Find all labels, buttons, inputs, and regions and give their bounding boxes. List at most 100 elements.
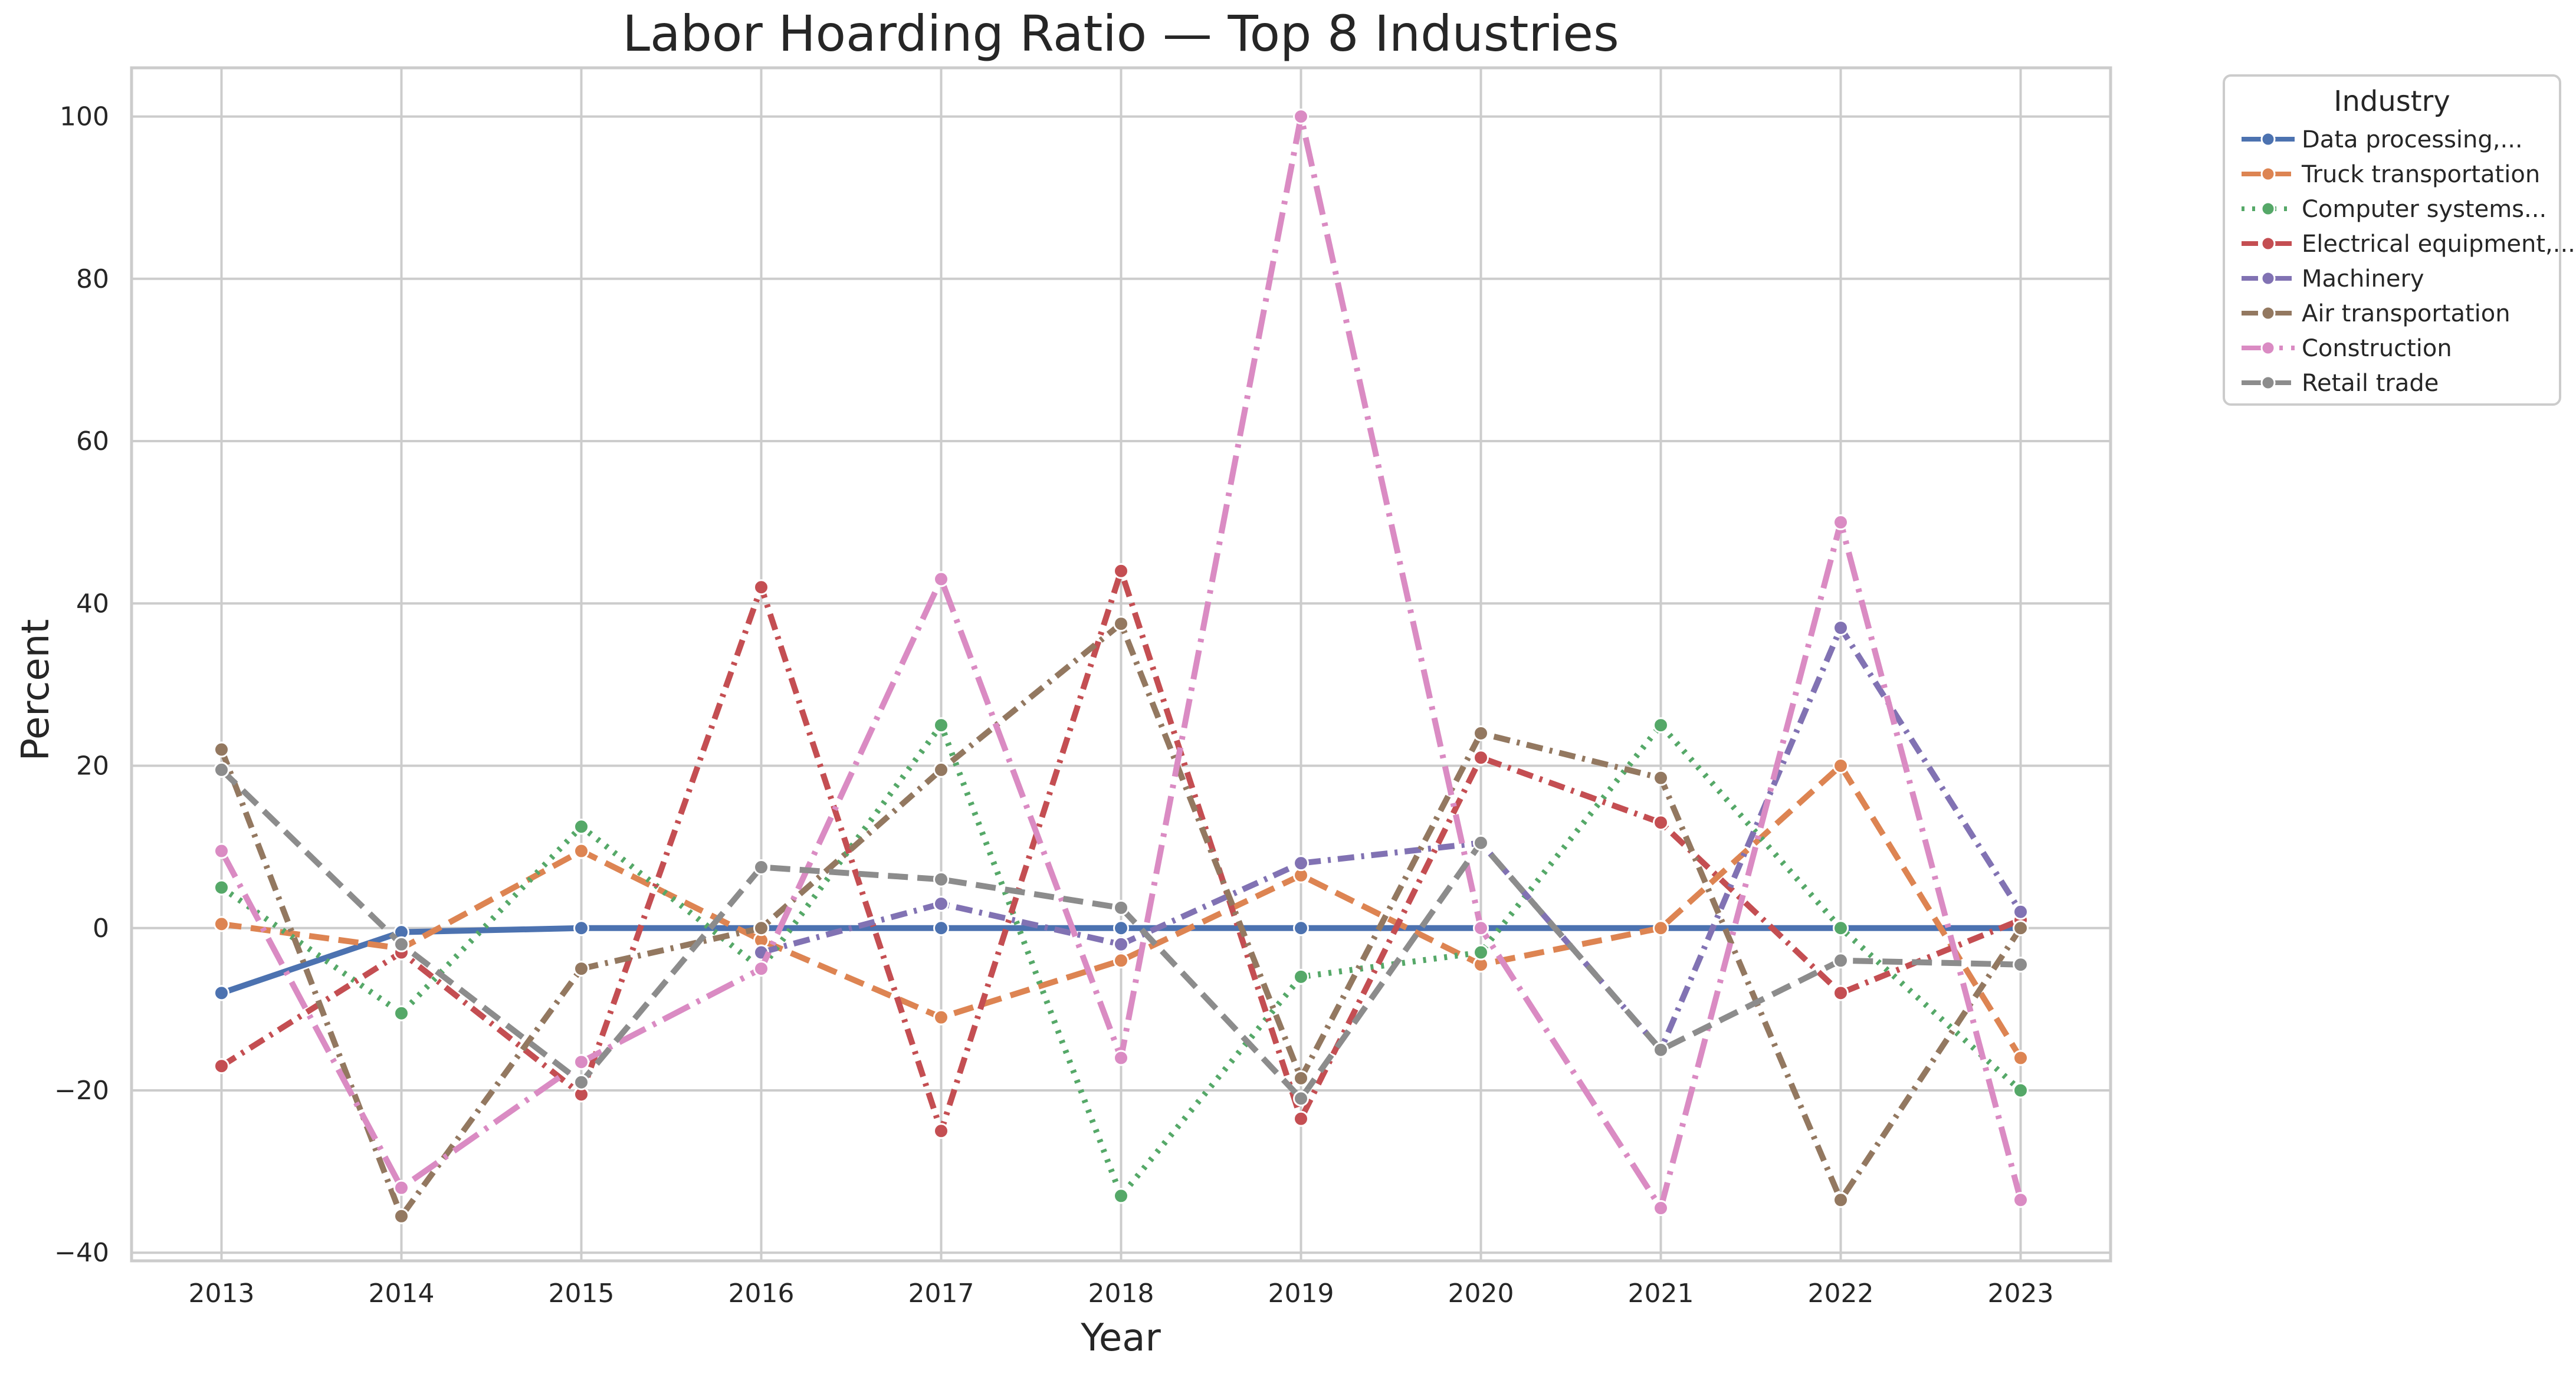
legend-item: Truck transportation [2242, 161, 2540, 188]
data-point [1833, 620, 1849, 636]
data-point [214, 985, 229, 1001]
data-point [1653, 814, 1669, 831]
y-tick-label: 0 [93, 913, 109, 944]
data-point [1293, 1070, 1309, 1086]
data-point [933, 920, 949, 936]
y-tick-label: 20 [76, 751, 109, 781]
legend-item: Computer systems... [2242, 196, 2547, 223]
data-point [214, 761, 229, 778]
data-point [933, 871, 949, 888]
series-line [221, 763, 2023, 1060]
data-point [2013, 1192, 2029, 1208]
data-point [933, 1123, 949, 1139]
data-point [933, 895, 949, 912]
x-axis-label: Year [1080, 1316, 1161, 1360]
data-point [1293, 1110, 1309, 1127]
legend-label: Air transportation [2302, 300, 2511, 327]
y-axis-label: Percent [14, 619, 58, 761]
data-point [1293, 855, 1309, 872]
data-point [214, 741, 229, 758]
data-point [1113, 899, 1129, 916]
data-point [1113, 920, 1129, 936]
legend-marker [2260, 305, 2276, 321]
data-point [393, 1005, 409, 1021]
data-point [1473, 834, 1489, 851]
legend-label: Computer systems... [2302, 196, 2547, 223]
data-point [573, 1074, 589, 1090]
legend-label: Retail trade [2302, 370, 2439, 397]
data-point [214, 1058, 229, 1074]
x-tick-label: 2016 [729, 1279, 795, 1309]
data-point [1473, 750, 1489, 766]
x-tick-label: 2023 [1988, 1279, 2054, 1309]
data-point [753, 579, 769, 596]
data-point [1653, 770, 1669, 786]
data-point [933, 571, 949, 587]
legend-title: Industry [2334, 85, 2450, 118]
legend-marker [2260, 236, 2276, 251]
data-point [753, 920, 769, 936]
data-point [214, 843, 229, 859]
x-tick-label: 2022 [1808, 1279, 1874, 1309]
legend-item: Construction [2242, 335, 2452, 362]
x-tick-label: 2018 [1088, 1279, 1154, 1309]
data-point [393, 936, 409, 952]
legend-marker [2260, 271, 2276, 286]
legend-marker [2260, 201, 2276, 216]
data-point [214, 916, 229, 932]
data-point [2013, 1082, 2029, 1099]
data-point [753, 859, 769, 876]
legend-label: Construction [2302, 335, 2452, 362]
legend-item: Retail trade [2242, 370, 2439, 397]
data-point [1293, 109, 1309, 125]
data-point [573, 1054, 589, 1070]
legend: Industry Data processing,... Truck transp… [2223, 74, 2575, 406]
data-point [1833, 514, 1849, 531]
data-point [1473, 920, 1489, 936]
series-line [219, 767, 2021, 1102]
x-tick-label: 2017 [908, 1279, 974, 1309]
legend-marker [2260, 132, 2276, 147]
series-6 [214, 109, 2029, 1217]
data-point [393, 1179, 409, 1196]
series-3 [214, 563, 2029, 1139]
y-tick-label: −40 [54, 1238, 109, 1268]
legend-marker [2260, 375, 2276, 390]
series-line [760, 625, 2023, 1053]
data-point [933, 761, 949, 778]
data-point [573, 819, 589, 835]
data-point [1293, 920, 1309, 936]
series-7 [214, 761, 2029, 1107]
data-point [1833, 758, 1849, 774]
data-point [2013, 1050, 2029, 1066]
x-tick-label: 2019 [1268, 1279, 1334, 1309]
data-point [753, 961, 769, 977]
legend-label: Truck transportation [2301, 161, 2540, 188]
data-point [1653, 717, 1669, 734]
data-point [2013, 957, 2029, 973]
data-point [1113, 563, 1129, 579]
data-point [1113, 1188, 1129, 1204]
data-point [933, 717, 949, 734]
y-tick-label: −20 [54, 1076, 109, 1106]
x-tick-label: 2020 [1448, 1279, 1514, 1309]
series-5 [214, 616, 2029, 1224]
data-point [933, 1009, 949, 1026]
x-tick-label: 2014 [369, 1279, 435, 1309]
y-tick-label: 60 [76, 426, 109, 456]
data-point [1833, 1192, 1849, 1208]
data-point [573, 843, 589, 859]
data-point [1113, 936, 1129, 952]
legend-label: Electrical equipment,... [2302, 231, 2575, 258]
data-point [1113, 952, 1129, 969]
data-point [1653, 1200, 1669, 1217]
legend-marker [2260, 340, 2276, 356]
data-point [573, 920, 589, 936]
data-point [1293, 1090, 1309, 1107]
legend-label: Data processing,... [2302, 126, 2523, 153]
data-point [1833, 920, 1849, 936]
data-point [573, 961, 589, 977]
x-tick-label: 2013 [189, 1279, 255, 1309]
